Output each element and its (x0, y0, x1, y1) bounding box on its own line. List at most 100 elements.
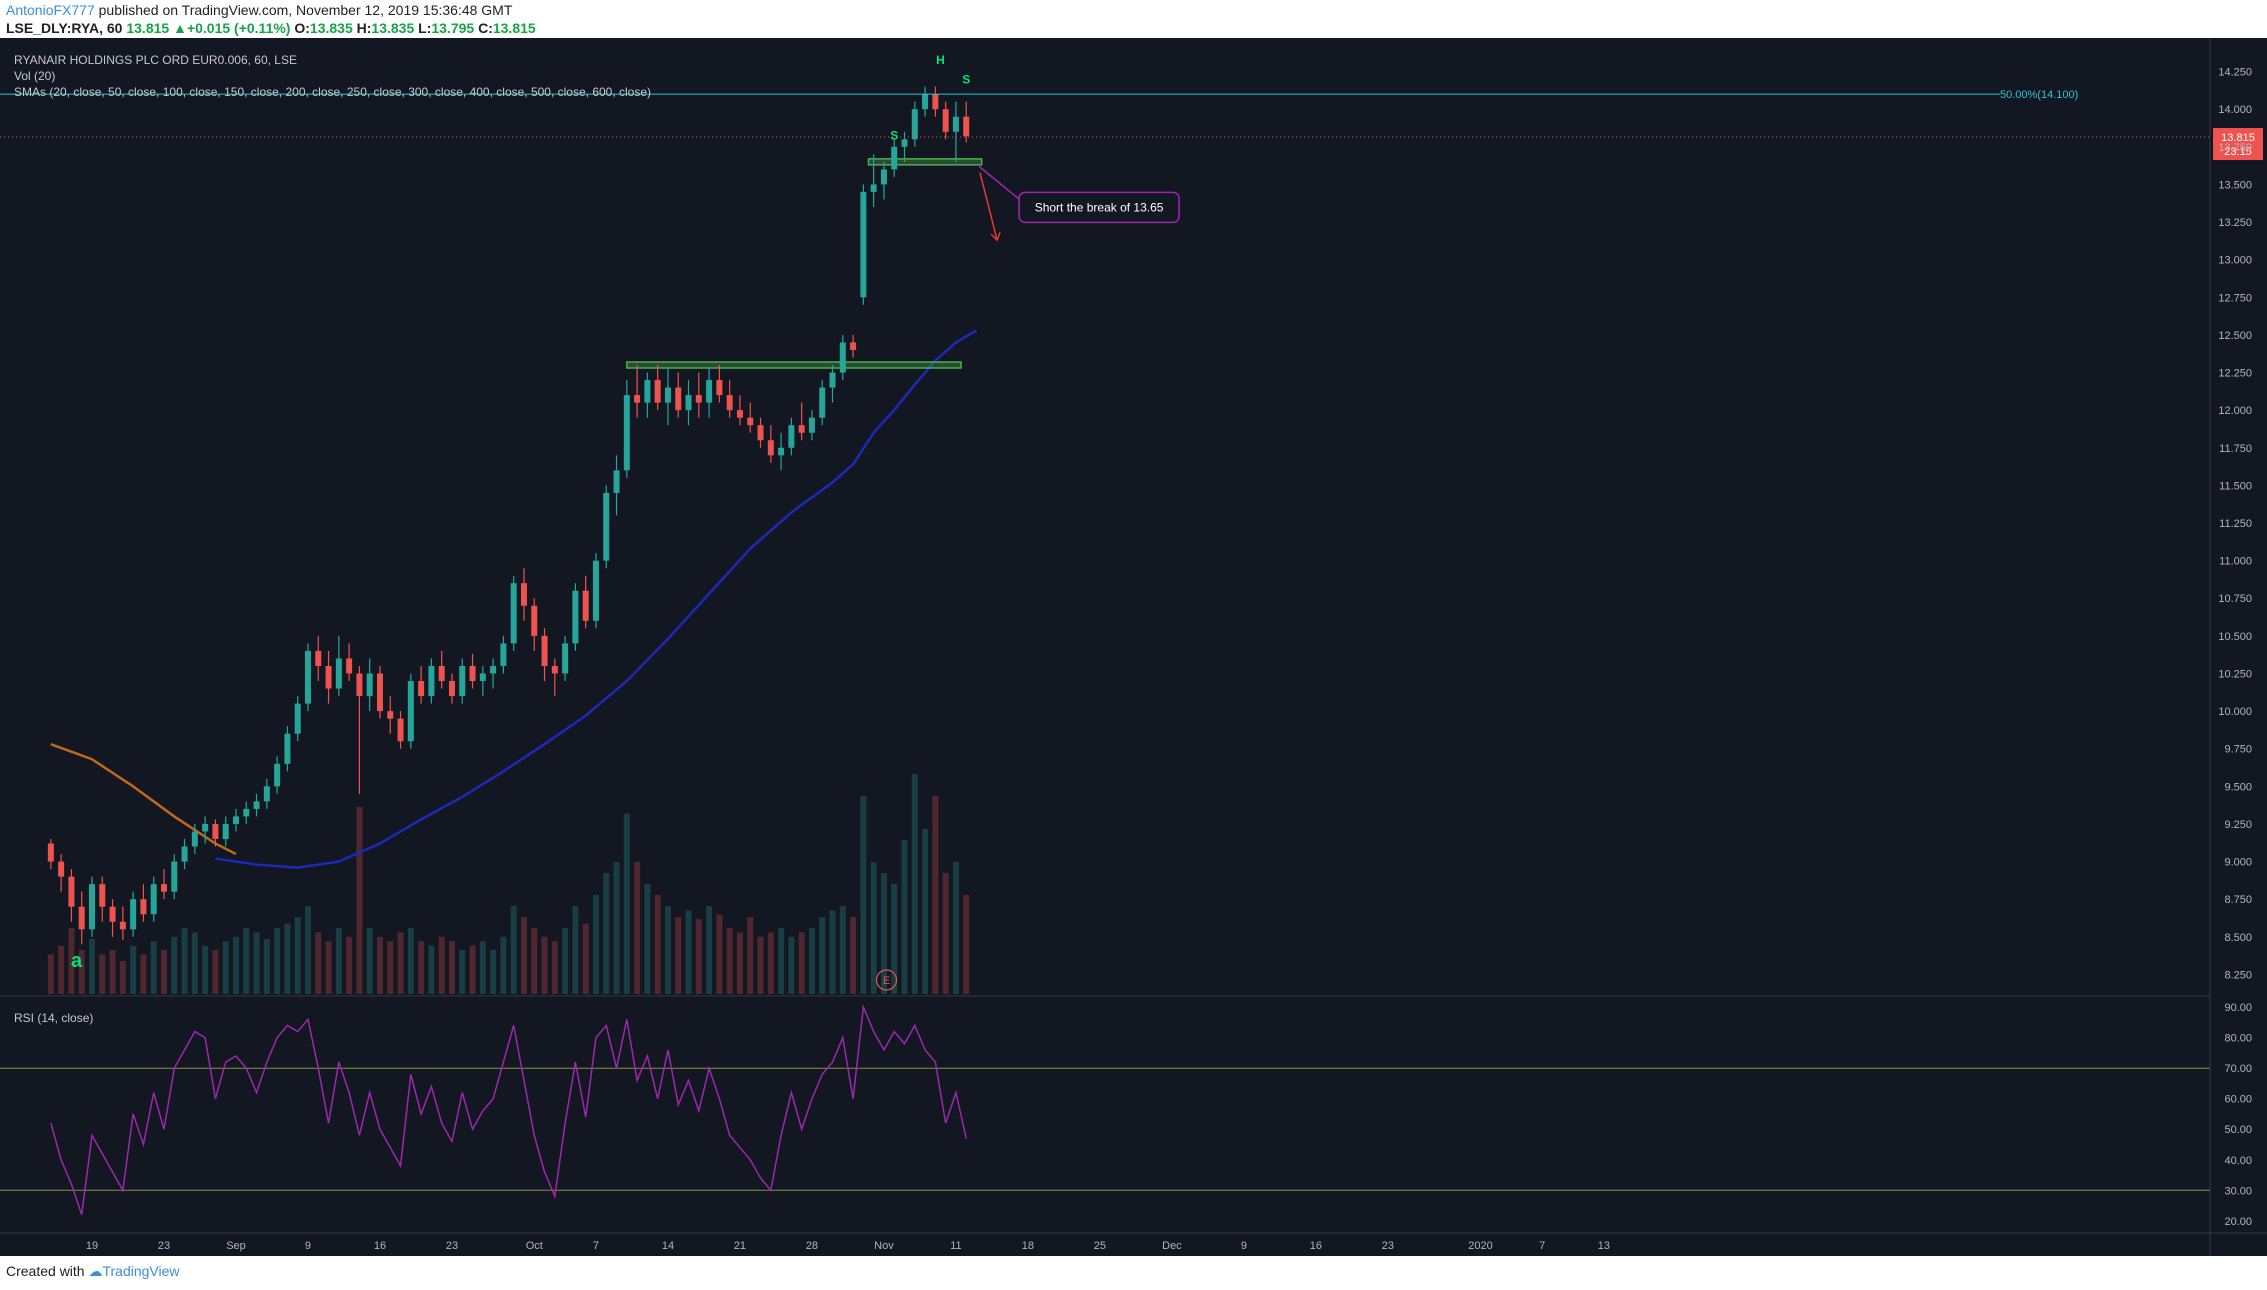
rsi-tick-label: 50.00 (2224, 1124, 2252, 1136)
last-price: 13.815 (126, 20, 170, 36)
volume-bar (860, 796, 867, 994)
volume-bar (880, 873, 887, 994)
volume-bar (942, 873, 949, 994)
short-arrow (979, 172, 998, 241)
candle-body (99, 884, 106, 907)
candle-body (644, 380, 651, 403)
up-triangle-icon: ▲ (173, 20, 187, 36)
rsi-tick-label: 90.00 (2224, 1002, 2252, 1014)
time-tick-label: 21 (734, 1240, 746, 1252)
volume-bar (819, 917, 826, 994)
candle-body (356, 673, 363, 697)
tradingview-logo-icon: ☁ (88, 1263, 103, 1279)
volume-bar (243, 928, 250, 994)
candle-body (222, 823, 229, 840)
footer: Created with ☁TradingView (6, 1263, 180, 1280)
volume-bar (592, 895, 599, 994)
candle-body (407, 681, 414, 742)
legend-smas: SMAs (20, close, 50, close, 100, close, … (14, 85, 651, 99)
price-tick-label: 9.750 (2224, 744, 2252, 756)
tradingview-link[interactable]: TradingView (102, 1263, 180, 1279)
pattern-label: S (890, 128, 898, 142)
candle-body (520, 583, 527, 606)
candle-body (376, 673, 383, 712)
volume-bar (870, 862, 877, 994)
candle-body (582, 590, 589, 621)
volume-bar (582, 923, 589, 994)
rsi-pane (0, 1004, 2210, 1215)
volume-bar (706, 906, 713, 994)
rsi-tick-label: 20.00 (2224, 1216, 2252, 1228)
quote-line: LSE_DLY:RYA, 60 13.815 ▲+0.015 (+0.11%) … (6, 20, 536, 36)
candle-body (808, 417, 815, 433)
volume-bar (68, 928, 75, 994)
volume-bar (736, 932, 743, 994)
candle-body (880, 169, 887, 185)
author-link[interactable]: AntonioFX777 (6, 2, 95, 18)
price-tick-label: 11.000 (2219, 556, 2252, 568)
candle-body (850, 342, 857, 350)
volume-bar (130, 945, 137, 994)
candle-body (47, 843, 54, 862)
volume-bar (397, 932, 404, 994)
fib-level-label: 50.00%(14.100) (2000, 89, 2078, 101)
volume-bar (520, 917, 527, 994)
volume-bar (829, 910, 836, 994)
change: +0.015 (+0.11%) (186, 20, 291, 36)
candle-body (562, 643, 569, 674)
volume-bar (119, 961, 126, 994)
overlays: 50.00%(14.100) 13.815 23:15 a b S H S E Short the… (0, 17, 2263, 991)
volume-bar (150, 941, 157, 994)
time-tick-label: Dec (1162, 1240, 1182, 1252)
candle-body (171, 861, 178, 892)
candle-body (870, 184, 877, 192)
volume-bar (623, 813, 630, 994)
candle-body (634, 395, 641, 403)
time-tick-label: Oct (526, 1240, 543, 1252)
wave-label: a (71, 950, 83, 972)
volume-bar (469, 945, 476, 994)
volume-bar (202, 945, 209, 994)
price-tick-label: 10.000 (2218, 706, 2252, 718)
volume-bar (99, 954, 106, 994)
candle-body (428, 665, 435, 697)
candle-body (891, 146, 898, 170)
volume-bar (263, 939, 270, 994)
volume-bar (356, 807, 363, 994)
volume-bar (963, 895, 970, 994)
candle-body (572, 590, 579, 644)
annotation-text: Short the break of 13.65 (1035, 200, 1164, 214)
candle-body (119, 921, 126, 930)
close-label: C: (478, 20, 493, 36)
candle-body (335, 658, 342, 689)
sma-orange-line (50, 743, 237, 856)
volume-bar (407, 928, 414, 994)
annotation-pointer (978, 165, 1024, 203)
time-tick-label: 14 (662, 1240, 674, 1252)
volume-bar (757, 936, 764, 994)
price-tick-label: 11.250 (2219, 518, 2252, 530)
price-tick-label: 14.000 (2218, 104, 2252, 116)
candle-body (952, 116, 959, 132)
candle-body (860, 191, 867, 298)
volume-bar (479, 941, 486, 994)
volume-bar (418, 941, 425, 994)
candle-body (757, 425, 764, 441)
candle-body (387, 711, 394, 719)
candle-body (212, 823, 219, 840)
chart-container[interactable]: 50.00%(14.100) 13.815 23:15 a b S H S E Short the… (0, 17, 2267, 1256)
candle-body (243, 808, 250, 817)
volume-bar (88, 939, 95, 994)
candle-body (613, 470, 620, 493)
support-zone (626, 361, 962, 369)
volume-bar (315, 932, 322, 994)
candle-body (911, 109, 918, 140)
axes: 14.250 14.000 13.750 13.500 13.250 13.000 12.7… (86, 67, 2252, 1252)
candle-body (541, 635, 548, 666)
rsi-tick-label: 70.00 (2224, 1063, 2252, 1075)
candle-body (531, 605, 538, 636)
candle-body (294, 703, 301, 734)
volume-bar (603, 873, 610, 994)
price-chart[interactable]: 50.00%(14.100) 13.815 23:15 a b S H S E Short the… (0, 17, 2267, 1256)
volume-bar (922, 829, 929, 994)
